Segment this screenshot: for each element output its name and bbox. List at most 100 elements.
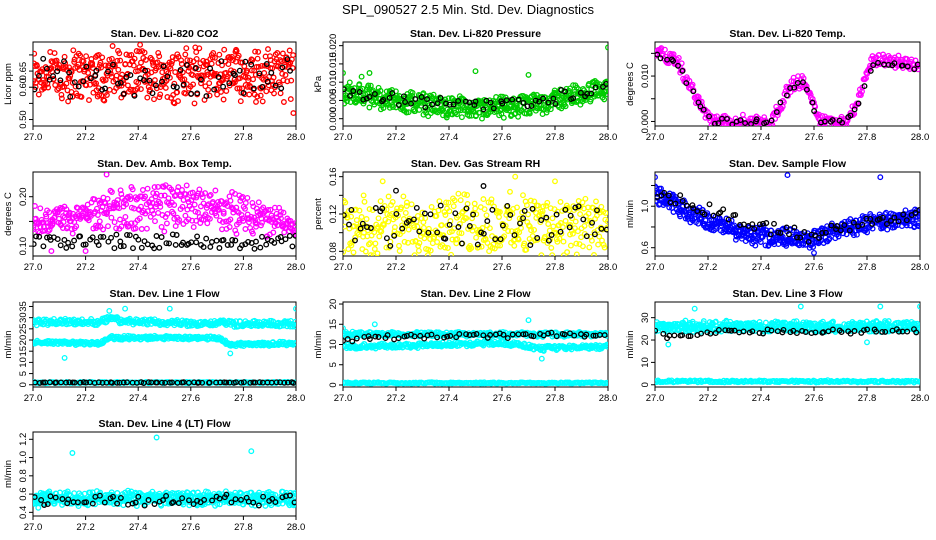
data-point: [116, 205, 123, 212]
data-point: [515, 236, 522, 243]
data-point: [233, 204, 240, 211]
data-point: [601, 96, 608, 103]
data-point: [348, 242, 355, 249]
data-point: [517, 220, 523, 227]
data-point: [109, 43, 116, 49]
x-tick-label: 27.8: [546, 393, 565, 404]
data-point: [405, 109, 412, 116]
x-tick-label: 27.0: [24, 262, 43, 273]
data-point: [207, 243, 214, 250]
data-point: [132, 225, 139, 232]
data-point: [356, 89, 363, 95]
data-point: [442, 244, 448, 251]
data-point: [172, 241, 179, 248]
data-point: [176, 216, 183, 223]
data-point: [488, 199, 494, 206]
data-point: [267, 206, 274, 213]
data-point: [200, 57, 207, 64]
data-point: [162, 84, 169, 91]
data-point: [811, 108, 818, 114]
data-point: [458, 230, 465, 237]
data-point: [128, 51, 135, 58]
data-point: [826, 235, 833, 242]
data-point: [61, 58, 67, 65]
data-point: [596, 233, 603, 240]
data-point: [515, 96, 522, 103]
outlier-point: [525, 71, 532, 78]
data-point: [672, 200, 679, 207]
data-point: [179, 203, 186, 210]
data-point: [809, 99, 816, 106]
data-point: [136, 48, 143, 55]
data-point: [377, 87, 384, 94]
data-point: [229, 57, 236, 64]
data-point: [915, 220, 920, 227]
data-point: [366, 206, 373, 213]
outlier-point: [343, 325, 346, 332]
data-point: [290, 52, 296, 59]
data-point: [560, 238, 567, 245]
data-point: [469, 215, 476, 222]
data-point: [291, 227, 296, 234]
data-point: [437, 202, 444, 209]
data-point: [169, 379, 175, 386]
data-point: [887, 217, 894, 224]
data-point: [264, 78, 271, 85]
outlier-point: [525, 317, 532, 324]
data-point: [667, 199, 674, 206]
data-point: [54, 68, 61, 75]
data-point: [604, 341, 608, 348]
data-point: [496, 209, 503, 215]
panel-3: Stan. Dev. Li-820 Temp.27.0 27.2 27.4 27.6 2…: [625, 28, 929, 143]
data-point: [152, 193, 159, 200]
y-tick-label: 0.08: [328, 242, 339, 260]
data-point: [208, 60, 215, 67]
data-point: [33, 224, 37, 231]
data-point: [528, 102, 535, 109]
data-point: [508, 228, 515, 235]
data-point: [815, 234, 822, 241]
data-point: [525, 222, 532, 229]
x-tick-label: 27.0: [334, 393, 353, 404]
data-point: [95, 223, 101, 230]
data-point: [182, 51, 189, 58]
data-point: [132, 68, 139, 75]
data-point: [876, 216, 883, 222]
data-point: [164, 210, 171, 217]
data-point: [114, 315, 121, 322]
data-point: [724, 115, 730, 122]
data-point: [151, 77, 158, 84]
data-point: [834, 223, 841, 230]
data-point: [885, 61, 892, 68]
data-point: [346, 79, 353, 86]
data-point: [277, 208, 284, 215]
data-point: [251, 214, 258, 221]
y-tick-label: 25: [18, 324, 29, 335]
data-point: [248, 61, 255, 68]
data-point: [414, 223, 421, 230]
data-point: [248, 213, 255, 220]
data-point: [466, 223, 473, 229]
data-point: [111, 245, 118, 252]
data-point: [106, 56, 113, 63]
data-point: [117, 79, 124, 86]
data-point: [520, 192, 526, 199]
data-point: [244, 194, 251, 201]
data-point: [385, 193, 392, 200]
data-point: [180, 81, 187, 88]
data-point: [543, 109, 550, 116]
data-point: [82, 241, 89, 248]
data-point: [105, 68, 111, 75]
data-point: [763, 119, 770, 126]
data-point: [422, 104, 429, 111]
data-point: [431, 234, 438, 241]
data-point: [455, 97, 462, 104]
data-point: [532, 97, 539, 104]
data-point: [166, 379, 173, 386]
x-tick-label: 27.8: [234, 393, 253, 404]
data-point: [156, 244, 163, 251]
data-point: [63, 206, 70, 213]
data-point: [78, 93, 85, 100]
data-point: [111, 219, 118, 226]
